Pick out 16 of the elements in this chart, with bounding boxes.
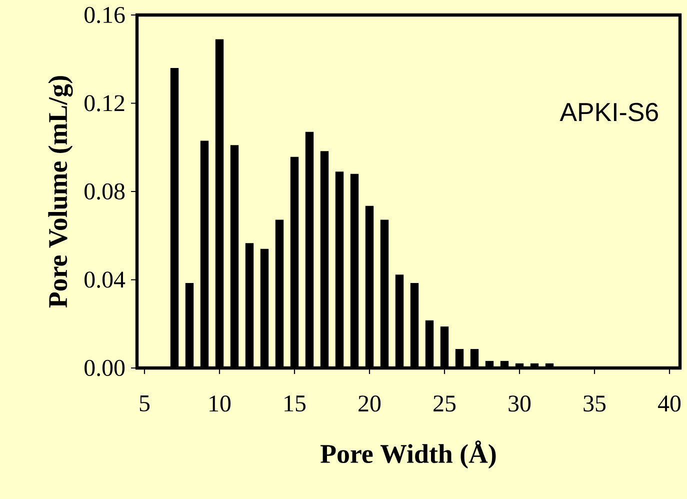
x-tick-label: 25 [434, 396, 456, 412]
y-tick-label: 0.00 [84, 360, 125, 376]
annotation: APKI-S6 [560, 102, 658, 122]
x-tick-label: 5 [140, 396, 150, 412]
y-tick-label: 0.12 [84, 95, 124, 112]
y-tick-label: 0.08 [84, 183, 125, 200]
x-tick-label: 20 [358, 396, 381, 412]
x-tick-label: 35 [584, 396, 606, 412]
x-tick-label: 15 [284, 396, 306, 412]
y-axis-title: Pore Volume (mL/g) [48, 76, 73, 308]
x-tick-label: 10 [210, 396, 231, 412]
y-tick-label: 0.04 [84, 272, 126, 288]
x-tick-label: 40 [658, 396, 681, 412]
x-axis-title: Pore Width (Å) [320, 440, 496, 469]
x-tick-label: 30 [508, 396, 531, 412]
y-tick-label: 0.16 [84, 6, 125, 24]
